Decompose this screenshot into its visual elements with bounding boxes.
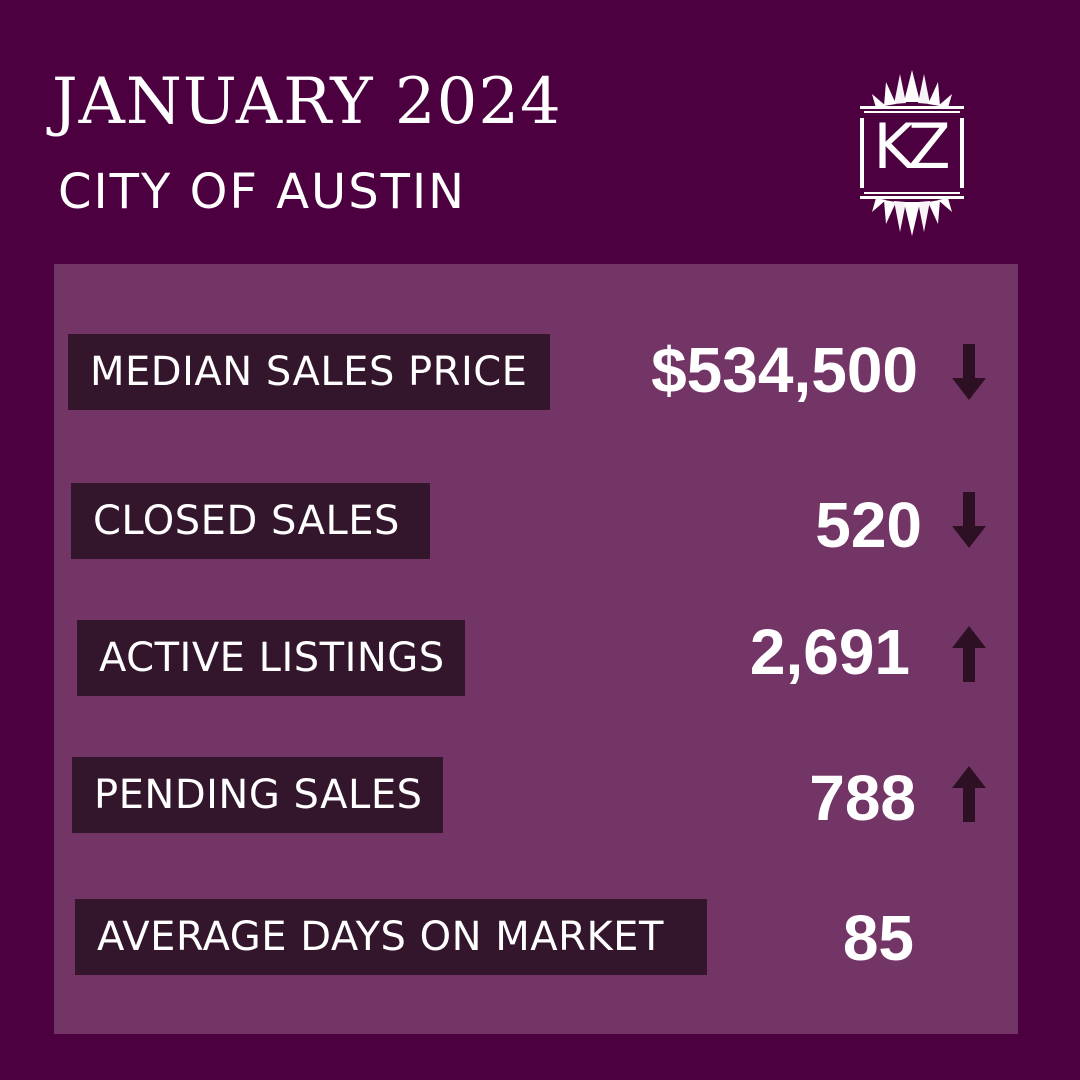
arrow-up-icon bbox=[952, 766, 986, 822]
page-subtitle: CITY OF AUSTIN bbox=[58, 164, 467, 220]
stat-label-average-days-on-market: AVERAGE DAYS ON MARKET bbox=[75, 899, 707, 975]
stat-value-pending-sales: 788 bbox=[809, 762, 916, 834]
stat-value-median-sales-price: $534,500 bbox=[651, 334, 918, 406]
arrow-up-icon bbox=[952, 626, 986, 682]
arrow-down-icon bbox=[952, 344, 986, 400]
stat-label-pending-sales: PENDING SALES bbox=[72, 757, 443, 833]
stat-label-median-sales-price: MEDIAN SALES PRICE bbox=[68, 334, 550, 410]
logo-letters: KZ bbox=[873, 110, 950, 183]
stat-label-closed-sales: CLOSED SALES bbox=[71, 483, 430, 559]
stat-label-active-listings: ACTIVE LISTINGS bbox=[77, 620, 465, 696]
page-title: JANUARY 2024 bbox=[52, 65, 562, 139]
stat-value-closed-sales: 520 bbox=[815, 489, 922, 561]
stat-value-average-days-on-market: 85 bbox=[842, 902, 914, 974]
kz-logo: KZ bbox=[850, 66, 974, 240]
stat-value-active-listings: 2,691 bbox=[749, 616, 910, 688]
arrow-down-icon bbox=[952, 492, 986, 548]
